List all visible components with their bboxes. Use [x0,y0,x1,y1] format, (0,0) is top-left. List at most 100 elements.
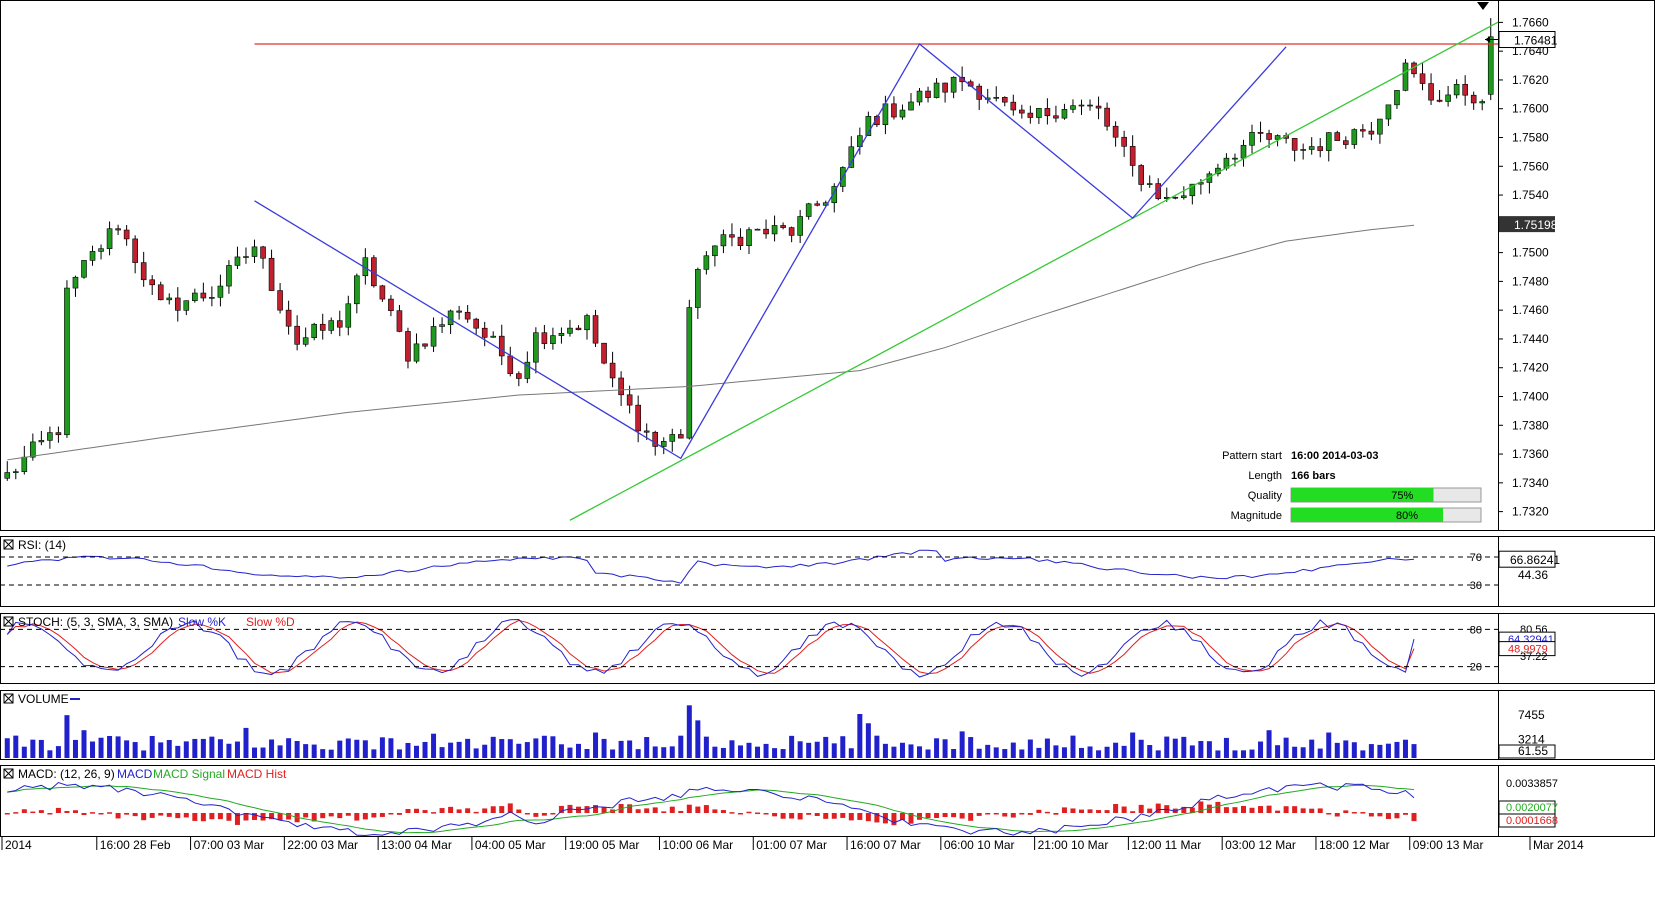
candle-down [891,103,897,118]
volume-bar [183,741,189,758]
volume-bar [814,741,820,758]
candle-up [243,256,249,258]
candle-up [413,343,420,362]
volume-bar [1275,745,1281,758]
candle-up [89,251,96,261]
price-ytick-label: 1.7400 [1512,390,1549,404]
volume-bar [1240,750,1246,758]
volume-bar [1096,750,1102,758]
candle-down [1343,140,1349,145]
volume-bar [303,744,309,758]
candle-down [1172,196,1179,199]
candle-up [234,256,241,266]
panel-toggle-cross [3,616,14,627]
panel-toggle-cross [3,768,14,779]
macd-hist-bar [243,813,249,821]
macd-hist-bar [1019,813,1025,815]
macd-hist-bar [234,813,240,825]
x-axis-label: 04:00 05 Mar [475,838,546,852]
x-axis-label: 13:00 04 Mar [381,838,452,852]
volume-bar [823,736,829,758]
last-price-arrow [1485,36,1490,43]
volume-bar [413,745,419,758]
candle-down [1428,83,1434,101]
volume-bar [1053,745,1059,758]
price-ytick-label: 1.7460 [1512,303,1549,317]
volume-axis-label: 7455 [1518,708,1545,722]
macd-hist-bar [968,813,974,821]
candle-up [302,337,309,345]
candle-down [1095,105,1102,109]
candle-up [1351,129,1358,145]
volume-bar [1300,747,1306,758]
candle-up [217,285,224,298]
volume-bar [465,738,471,758]
candle-up [754,228,761,231]
volume-bar [985,744,991,758]
candle-up [669,434,676,442]
volume-bar [1360,750,1366,758]
candle-down [788,227,795,236]
volume-bar [107,736,113,758]
volume-bar [789,735,795,758]
volume-bar [1019,749,1025,758]
candle-down [294,325,300,345]
candle-down [1138,165,1144,185]
volume-value-box [1498,744,1556,759]
macd-hist-bar [917,813,923,820]
macd-hist-bar [354,813,360,821]
candle-down [942,82,948,93]
volume-bar [448,742,454,758]
volume-bars [4,705,1417,758]
candle-up [21,456,28,472]
volume-bar [1309,739,1315,758]
candle-down [1334,132,1341,141]
rsi-value-label: 66.86241 [1510,553,1560,567]
macd-hist-bar [1394,813,1400,819]
volume-bar [337,740,343,758]
volume-bar [891,746,897,758]
macd-hist-bar [1343,810,1349,813]
volume-bar [388,738,394,758]
candle-down [763,228,769,235]
panel-title: VOLUME [18,692,69,706]
volume-bar [1258,741,1264,758]
candle-down [157,284,164,301]
volume-bar [1198,740,1204,758]
pattern-info-value: 166 bars [1291,470,1336,482]
volume-bar [524,742,530,758]
volume-bar [1334,742,1340,758]
macd-hist-bar [1215,801,1221,813]
volume-bar [1223,737,1229,758]
macd-hist-bar [371,813,377,818]
macd-hist-bar [533,813,539,817]
macd-hist-bar [746,811,752,814]
macd-hist-bar [635,809,641,813]
volume-bar [200,738,206,758]
volume-bar [951,749,957,758]
macd-hist-bar [388,813,394,815]
volume-bar [1351,742,1357,758]
volume-bar [269,739,275,758]
candle-up [1274,135,1281,140]
support-trendline [569,21,1499,521]
candle-up [865,116,872,136]
candle-up [660,441,667,447]
volume-bar [772,748,778,758]
volume-bar [1402,739,1408,758]
macd-hist-bar [303,813,309,818]
volume-bar [695,720,701,758]
macd-hist-bar [1096,810,1102,813]
volume-bar [601,738,607,758]
macd-hist-bar [865,813,871,822]
volume-bar [899,742,905,758]
macd-hist-bar [823,813,829,819]
macd-hist-bar [4,813,10,815]
volume-bar [90,741,96,758]
volume-bar [627,740,633,758]
macd-hist-bar [652,807,658,813]
volume-bar [780,749,786,758]
macd-hist-bar [379,813,385,817]
volume-axis-label: 3214 [1518,732,1545,746]
price-ytick-label: 1.7440 [1512,332,1549,346]
